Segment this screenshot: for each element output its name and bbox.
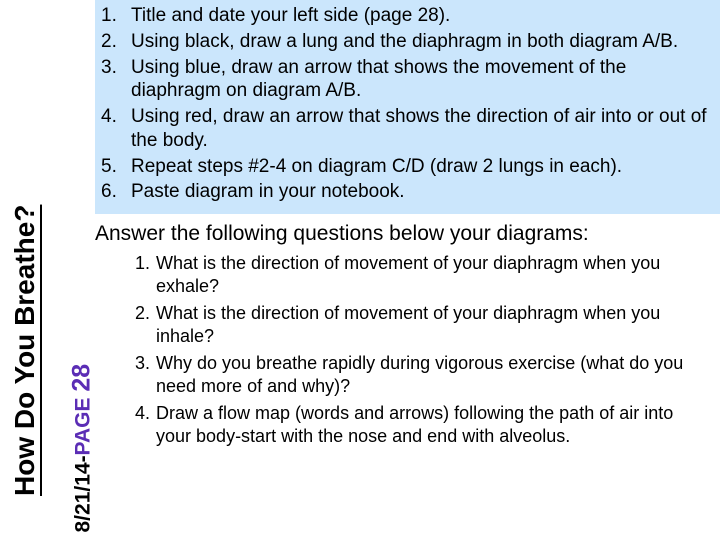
list-item: 5. Repeat steps #2-4 on diagram C/D (dra… (101, 155, 710, 181)
list-item: 2. What is the direction of movement of … (115, 302, 720, 352)
item-number: 2. (101, 30, 131, 56)
list-item: 3. Why do you breathe rapidly during vig… (115, 352, 720, 402)
list-item: 4. Draw a flow map (words and arrows) fo… (115, 402, 720, 452)
item-text: Title and date your left side (page 28). (131, 4, 710, 30)
instructions-block: 1. Title and date your left side (page 2… (95, 0, 720, 214)
item-number: 1. (101, 4, 131, 30)
questions-heading: Answer the following questions below you… (95, 214, 720, 252)
item-text: Using blue, draw an arrow that shows the… (131, 56, 710, 106)
item-number: 2. (115, 302, 156, 352)
page-number: 28 (68, 364, 96, 392)
item-text: Using black, draw a lung and the diaphra… (131, 30, 710, 56)
item-number: 3. (115, 352, 156, 402)
content-area: 1. Title and date your left side (page 2… (95, 0, 720, 540)
list-item: 3. Using blue, draw an arrow that shows … (101, 56, 710, 106)
item-number: 3. (101, 56, 131, 106)
item-number: 4. (115, 402, 156, 452)
item-number: 4. (101, 105, 131, 155)
item-number: 1. (115, 252, 156, 302)
list-item: 6. Paste diagram in your notebook. (101, 180, 710, 206)
item-text: Draw a flow map (words and arrows) follo… (156, 402, 720, 452)
item-number: 5. (101, 155, 131, 181)
list-item: 1. Title and date your left side (page 2… (101, 4, 710, 30)
list-item: 1. What is the direction of movement of … (115, 252, 720, 302)
page-label: PAGE (72, 397, 95, 455)
item-text: What is the direction of movement of you… (156, 252, 720, 302)
item-text: Repeat steps #2-4 on diagram C/D (draw 2… (131, 155, 710, 181)
page-date-line: 8/21/14-PAGE 28 (68, 113, 97, 533)
sidebar: How Do You Breathe? 8/21/14-PAGE 28 (0, 0, 95, 540)
item-text: Why do you breathe rapidly during vigoro… (156, 352, 720, 402)
questions-list: 1. What is the direction of movement of … (95, 252, 720, 452)
date-text: 8/21/14- (72, 455, 95, 532)
list-item: 2. Using black, draw a lung and the diap… (101, 30, 710, 56)
item-text: Using red, draw an arrow that shows the … (131, 105, 710, 155)
item-text: Paste diagram in your notebook. (131, 180, 710, 206)
page-title: How Do You Breathe? (9, 36, 41, 496)
instructions-list: 1. Title and date your left side (page 2… (101, 4, 710, 206)
list-item: 4. Using red, draw an arrow that shows t… (101, 105, 710, 155)
item-text: What is the direction of movement of you… (156, 302, 720, 352)
item-number: 6. (101, 180, 131, 206)
